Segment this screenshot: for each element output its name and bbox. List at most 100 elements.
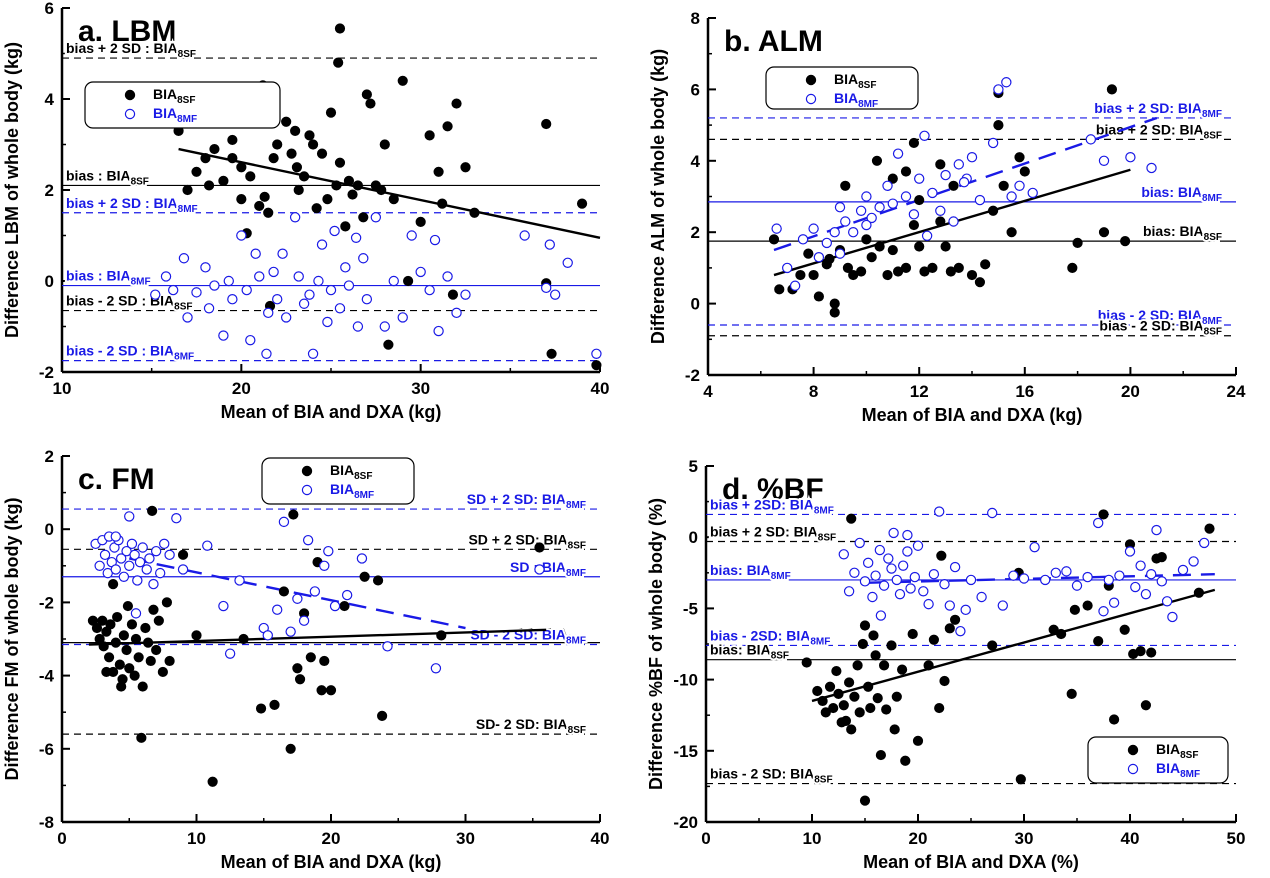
data-point	[437, 198, 448, 209]
data-point	[923, 660, 934, 671]
data-point	[159, 538, 170, 550]
data-point	[108, 579, 119, 590]
data-point	[218, 600, 229, 612]
data-point	[325, 284, 337, 296]
data-point	[280, 312, 292, 323]
data-point	[98, 641, 109, 652]
data-point	[291, 162, 303, 173]
data-point	[333, 57, 344, 68]
data-point	[1125, 152, 1136, 163]
data-point	[182, 312, 193, 323]
data-point	[262, 630, 273, 641]
data-point	[433, 325, 444, 337]
y-tick-label: -5	[683, 599, 698, 618]
data-point	[843, 586, 855, 597]
panel-title: c. FM	[78, 463, 155, 496]
data-point	[868, 630, 879, 641]
data-point	[944, 623, 955, 634]
data-point	[940, 169, 951, 181]
legend-box	[765, 66, 919, 110]
y-tick-label: 4	[691, 152, 701, 171]
data-point	[897, 560, 909, 571]
data-point	[319, 560, 330, 572]
data-point	[861, 234, 872, 245]
data-point	[934, 506, 945, 517]
data-point	[928, 569, 940, 580]
data-point	[311, 203, 322, 214]
data-point	[424, 130, 435, 141]
legend-label: BIA8SF	[330, 462, 372, 482]
data-point	[245, 334, 256, 346]
data-point	[118, 630, 129, 641]
data-point	[164, 549, 175, 561]
data-point	[859, 795, 871, 806]
data-point	[1006, 227, 1017, 238]
data-point	[178, 253, 190, 264]
data-point	[905, 583, 916, 594]
data-point	[203, 180, 215, 191]
data-point	[323, 545, 334, 557]
data-point	[1050, 567, 1062, 579]
data-point	[383, 339, 394, 350]
data-point	[142, 637, 154, 648]
data-point	[359, 571, 370, 582]
ref-line-label: SD : BIA8MF	[510, 559, 586, 579]
data-point	[812, 685, 823, 697]
data-point	[132, 575, 143, 586]
data-point	[894, 588, 906, 600]
legend-marker	[301, 465, 313, 477]
data-point	[1151, 524, 1162, 536]
data-point	[878, 660, 890, 671]
data-point	[829, 226, 840, 238]
x-axis-title: Mean of BIA and DXA (kg)	[221, 852, 442, 872]
data-point	[424, 284, 435, 296]
data-point	[886, 640, 897, 651]
data-point	[1140, 700, 1152, 711]
data-point	[900, 755, 911, 766]
series-filled	[768, 77, 1131, 318]
data-point	[1014, 180, 1025, 191]
panel-1: 10 20 30 40 -2 0 2 4 6 Mean of BIA and DXA (kg) Di…	[2, 0, 609, 422]
data-point	[993, 120, 1004, 131]
legend-marker	[1127, 763, 1139, 775]
ref-line-label: bias : BIA8MF	[66, 268, 151, 288]
data-point	[808, 269, 819, 281]
data-point	[1098, 509, 1109, 520]
y-tick-label: 4	[45, 90, 55, 109]
legend-marker	[1127, 744, 1139, 756]
data-point	[286, 148, 297, 159]
data-point	[319, 655, 330, 667]
y-tick-label: -2	[39, 593, 54, 612]
x-tick-label: 20	[909, 829, 928, 848]
data-point	[897, 664, 908, 675]
data-point	[820, 707, 831, 718]
data-point	[966, 269, 978, 281]
data-point	[934, 702, 945, 714]
data-point	[813, 251, 825, 263]
series-open	[90, 511, 545, 674]
data-point	[856, 266, 867, 277]
data-point	[112, 611, 123, 623]
data-point	[1071, 580, 1083, 591]
data-point	[846, 513, 857, 524]
data-point	[862, 557, 874, 569]
data-point	[1001, 77, 1012, 88]
data-point	[987, 640, 998, 651]
legend-box	[261, 457, 415, 505]
regression-line	[88, 628, 547, 646]
data-point	[288, 509, 299, 520]
data-point	[415, 216, 426, 227]
data-point	[442, 121, 453, 132]
data-point	[234, 575, 245, 586]
data-point	[1156, 576, 1168, 587]
data-point	[137, 681, 148, 692]
data-point	[1204, 523, 1215, 534]
data-point	[191, 166, 202, 177]
ref-line-label: SD + 2 SD: BIA8MF	[467, 491, 586, 511]
y-tick-label: 2	[45, 181, 54, 200]
data-point	[1015, 774, 1026, 785]
data-point	[1098, 155, 1110, 166]
data-point	[861, 191, 872, 202]
data-point	[99, 549, 111, 561]
